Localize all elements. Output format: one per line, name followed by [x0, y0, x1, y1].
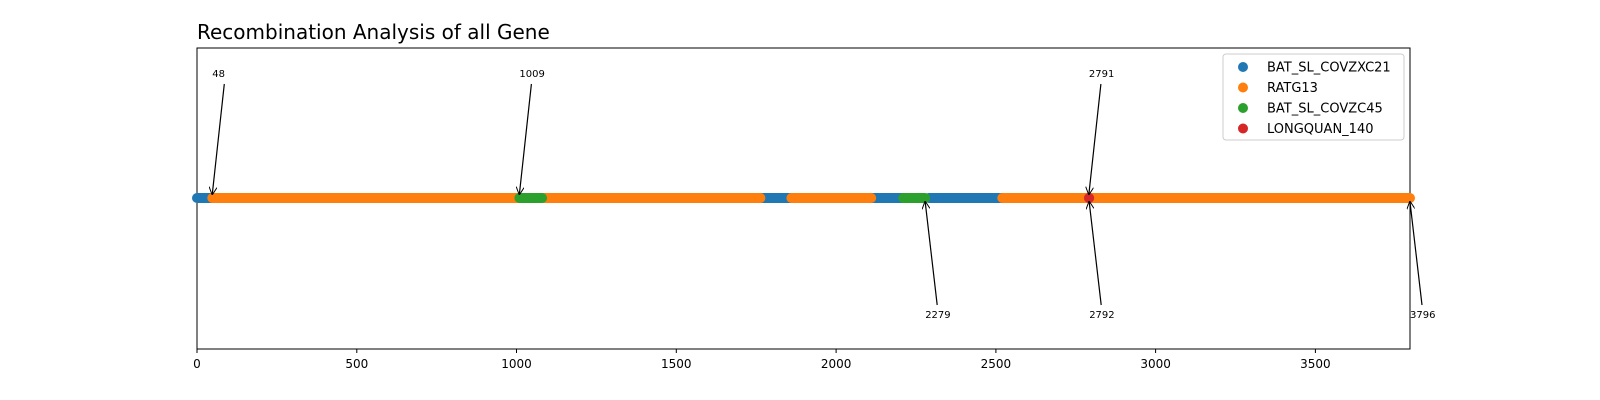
legend-label-longquan-140: LONGQUAN_140 — [1267, 122, 1374, 137]
legend-marker-bat-sl-covzc45 — [1238, 103, 1248, 113]
legend-marker-ratg13 — [1238, 82, 1248, 93]
x-tick-label-0: 0 — [193, 357, 201, 371]
legend: BAT_SL_COVZXC21 RATG13 BAT_SL_COVZC45 LONGQ… — [1222, 53, 1405, 141]
legend-label-bat-sl-covzc45: BAT_SL_COVZC45 — [1267, 102, 1383, 117]
x-tick-label-2500: 2500 — [981, 357, 1012, 371]
x-tick-label-3000: 3000 — [1140, 357, 1171, 371]
annotation-label-3796: 3796 — [1410, 310, 1435, 321]
x-tick-label-1000: 1000 — [501, 357, 532, 371]
chart-title: Recombination Analysis of all Gene — [197, 20, 550, 44]
annotation-arrow-2791 — [1089, 83, 1102, 194]
annotation-label-2791: 2791 — [1089, 69, 1114, 80]
annotation-layer: 48 1009 2791 2279 2792 3796 — [212, 69, 1435, 321]
annotation-arrow-3796 — [1410, 202, 1423, 306]
legend-label-bat-sl-covzxc21: BAT_SL_COVZXC21 — [1267, 61, 1391, 76]
annotation-arrow-48 — [212, 83, 225, 194]
x-tick-label-3500: 3500 — [1300, 357, 1331, 371]
annotation-label-48: 48 — [212, 69, 225, 80]
annotation-arrow-2792 — [1089, 202, 1102, 306]
legend-label-ratg13: RATG13 — [1267, 81, 1318, 96]
annotation-label-1009: 1009 — [519, 69, 544, 80]
annotation-arrow-1009 — [519, 83, 532, 194]
legend-marker-bat-sl-covzxc21 — [1238, 62, 1248, 72]
x-tick-label-1500: 1500 — [661, 357, 692, 371]
x-tick-label-500: 500 — [345, 357, 368, 371]
legend-marker-longquan-140 — [1238, 123, 1248, 134]
x-axis: 0 500 1000 1500 2000 2500 3000 3500 — [193, 349, 1331, 371]
legend-box — [1222, 53, 1405, 141]
x-tick-label-2000: 2000 — [821, 357, 852, 371]
annotation-arrow-2279 — [925, 202, 938, 306]
annotation-label-2279: 2279 — [925, 310, 950, 321]
annotation-label-2792: 2792 — [1089, 310, 1114, 321]
